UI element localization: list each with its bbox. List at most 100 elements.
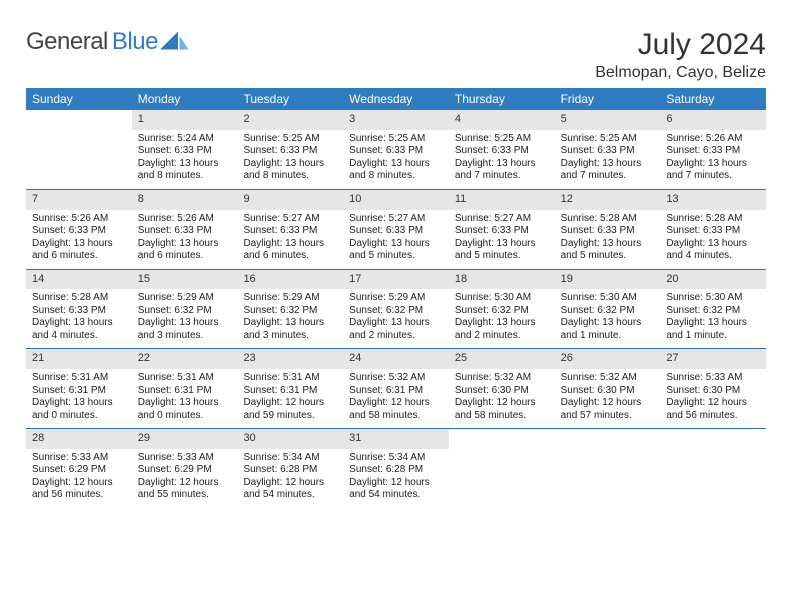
calendar-cell: 3Sunrise: 5:25 AMSunset: 6:33 PMDaylight…: [343, 110, 449, 189]
calendar-cell: .: [555, 429, 661, 508]
day-line: Sunrise: 5:26 AM: [666, 133, 760, 146]
calendar-cell: 26Sunrise: 5:32 AMSunset: 6:30 PMDayligh…: [555, 349, 661, 428]
calendar-week: 28Sunrise: 5:33 AMSunset: 6:29 PMDayligh…: [26, 429, 766, 508]
brand-logo: GeneralBlue: [26, 28, 190, 56]
calendar-week: 14Sunrise: 5:28 AMSunset: 6:33 PMDayligh…: [26, 270, 766, 350]
day-body: Sunrise: 5:24 AMSunset: 6:33 PMDaylight:…: [132, 133, 238, 183]
day-line: Daylight: 13 hours: [32, 238, 126, 251]
day-line: Sunrise: 5:28 AM: [666, 213, 760, 226]
day-line: and 8 minutes.: [138, 170, 232, 183]
day-line: Daylight: 13 hours: [138, 238, 232, 251]
day-line: Sunset: 6:33 PM: [138, 145, 232, 158]
day-line: Sunset: 6:31 PM: [32, 385, 126, 398]
day-line: Daylight: 12 hours: [455, 397, 549, 410]
day-line: Daylight: 13 hours: [455, 317, 549, 330]
day-line: Sunrise: 5:27 AM: [349, 213, 443, 226]
day-body: Sunrise: 5:27 AMSunset: 6:33 PMDaylight:…: [237, 213, 343, 263]
day-line: and 58 minutes.: [455, 410, 549, 423]
location-subtitle: Belmopan, Cayo, Belize: [595, 64, 766, 82]
day-body: Sunrise: 5:30 AMSunset: 6:32 PMDaylight:…: [449, 292, 555, 342]
day-line: Daylight: 13 hours: [138, 158, 232, 171]
day-line: and 6 minutes.: [138, 250, 232, 263]
logo-sail-icon: [160, 31, 190, 53]
day-line: Sunset: 6:33 PM: [561, 145, 655, 158]
day-line: and 8 minutes.: [243, 170, 337, 183]
day-line: Sunset: 6:33 PM: [243, 225, 337, 238]
day-line: Sunset: 6:33 PM: [455, 145, 549, 158]
day-line: Sunrise: 5:29 AM: [349, 292, 443, 305]
day-number: 7: [26, 190, 132, 210]
calendar-cell: 9Sunrise: 5:27 AMSunset: 6:33 PMDaylight…: [237, 190, 343, 269]
title-block: July 2024 Belmopan, Cayo, Belize: [595, 28, 766, 82]
day-body: Sunrise: 5:30 AMSunset: 6:32 PMDaylight:…: [555, 292, 661, 342]
day-line: Daylight: 12 hours: [561, 397, 655, 410]
day-number: 28: [26, 429, 132, 449]
day-line: and 2 minutes.: [455, 330, 549, 343]
day-body: Sunrise: 5:34 AMSunset: 6:28 PMDaylight:…: [237, 452, 343, 502]
day-body: Sunrise: 5:33 AMSunset: 6:29 PMDaylight:…: [132, 452, 238, 502]
day-line: Sunset: 6:33 PM: [32, 305, 126, 318]
weekday-label: Wednesday: [343, 88, 449, 110]
day-line: Sunset: 6:33 PM: [666, 225, 760, 238]
day-body: Sunrise: 5:32 AMSunset: 6:30 PMDaylight:…: [555, 372, 661, 422]
day-line: Sunrise: 5:27 AM: [243, 213, 337, 226]
calendar-cell: 6Sunrise: 5:26 AMSunset: 6:33 PMDaylight…: [660, 110, 766, 189]
day-line: Sunset: 6:32 PM: [243, 305, 337, 318]
calendar-cell: 2Sunrise: 5:25 AMSunset: 6:33 PMDaylight…: [237, 110, 343, 189]
day-line: and 56 minutes.: [666, 410, 760, 423]
day-body: Sunrise: 5:31 AMSunset: 6:31 PMDaylight:…: [132, 372, 238, 422]
day-line: Sunrise: 5:27 AM: [455, 213, 549, 226]
calendar-cell: 5Sunrise: 5:25 AMSunset: 6:33 PMDaylight…: [555, 110, 661, 189]
calendar-cell: .: [26, 110, 132, 189]
day-number: 27: [660, 349, 766, 369]
day-body: Sunrise: 5:26 AMSunset: 6:33 PMDaylight:…: [660, 133, 766, 183]
calendar-week: .1Sunrise: 5:24 AMSunset: 6:33 PMDayligh…: [26, 110, 766, 190]
calendar-cell: 19Sunrise: 5:30 AMSunset: 6:32 PMDayligh…: [555, 270, 661, 349]
calendar-cell: 27Sunrise: 5:33 AMSunset: 6:30 PMDayligh…: [660, 349, 766, 428]
day-line: Sunrise: 5:31 AM: [32, 372, 126, 385]
calendar-cell: 14Sunrise: 5:28 AMSunset: 6:33 PMDayligh…: [26, 270, 132, 349]
day-line: Sunrise: 5:33 AM: [666, 372, 760, 385]
day-line: Sunrise: 5:32 AM: [455, 372, 549, 385]
calendar-cell: 20Sunrise: 5:30 AMSunset: 6:32 PMDayligh…: [660, 270, 766, 349]
day-number: 22: [132, 349, 238, 369]
day-line: Sunrise: 5:29 AM: [243, 292, 337, 305]
day-line: and 3 minutes.: [138, 330, 232, 343]
day-body: Sunrise: 5:32 AMSunset: 6:30 PMDaylight:…: [449, 372, 555, 422]
day-line: Sunrise: 5:33 AM: [138, 452, 232, 465]
day-number: 10: [343, 190, 449, 210]
day-line: Sunset: 6:30 PM: [666, 385, 760, 398]
calendar-cell: 15Sunrise: 5:29 AMSunset: 6:32 PMDayligh…: [132, 270, 238, 349]
day-line: Sunset: 6:32 PM: [561, 305, 655, 318]
day-line: and 56 minutes.: [32, 489, 126, 502]
day-line: and 0 minutes.: [138, 410, 232, 423]
calendar-cell: 1Sunrise: 5:24 AMSunset: 6:33 PMDaylight…: [132, 110, 238, 189]
calendar-cell: 29Sunrise: 5:33 AMSunset: 6:29 PMDayligh…: [132, 429, 238, 508]
day-line: Sunrise: 5:32 AM: [561, 372, 655, 385]
day-body: Sunrise: 5:28 AMSunset: 6:33 PMDaylight:…: [555, 213, 661, 263]
day-line: Sunset: 6:33 PM: [349, 225, 443, 238]
day-line: Sunrise: 5:31 AM: [243, 372, 337, 385]
day-line: and 59 minutes.: [243, 410, 337, 423]
day-line: Sunrise: 5:30 AM: [561, 292, 655, 305]
day-number: 13: [660, 190, 766, 210]
day-line: Sunrise: 5:29 AM: [138, 292, 232, 305]
day-line: Sunset: 6:30 PM: [561, 385, 655, 398]
day-body: Sunrise: 5:28 AMSunset: 6:33 PMDaylight:…: [26, 292, 132, 342]
day-line: Sunrise: 5:30 AM: [455, 292, 549, 305]
calendar-cell: 10Sunrise: 5:27 AMSunset: 6:33 PMDayligh…: [343, 190, 449, 269]
day-line: Sunrise: 5:26 AM: [32, 213, 126, 226]
day-line: Sunrise: 5:34 AM: [243, 452, 337, 465]
day-body: Sunrise: 5:28 AMSunset: 6:33 PMDaylight:…: [660, 213, 766, 263]
day-line: Sunrise: 5:32 AM: [349, 372, 443, 385]
day-line: and 5 minutes.: [455, 250, 549, 263]
day-line: Daylight: 13 hours: [455, 158, 549, 171]
day-line: Sunset: 6:33 PM: [349, 145, 443, 158]
day-number: 24: [343, 349, 449, 369]
calendar-week: 7 Sunrise: 5:26 AM Sunset: 6:33 PM Daylight…: [26, 190, 766, 270]
calendar-cell: 4Sunrise: 5:25 AMSunset: 6:33 PMDaylight…: [449, 110, 555, 189]
day-line: Sunrise: 5:26 AM: [138, 213, 232, 226]
day-line: Sunset: 6:32 PM: [349, 305, 443, 318]
day-line: Daylight: 13 hours: [138, 317, 232, 330]
day-number: 23: [237, 349, 343, 369]
